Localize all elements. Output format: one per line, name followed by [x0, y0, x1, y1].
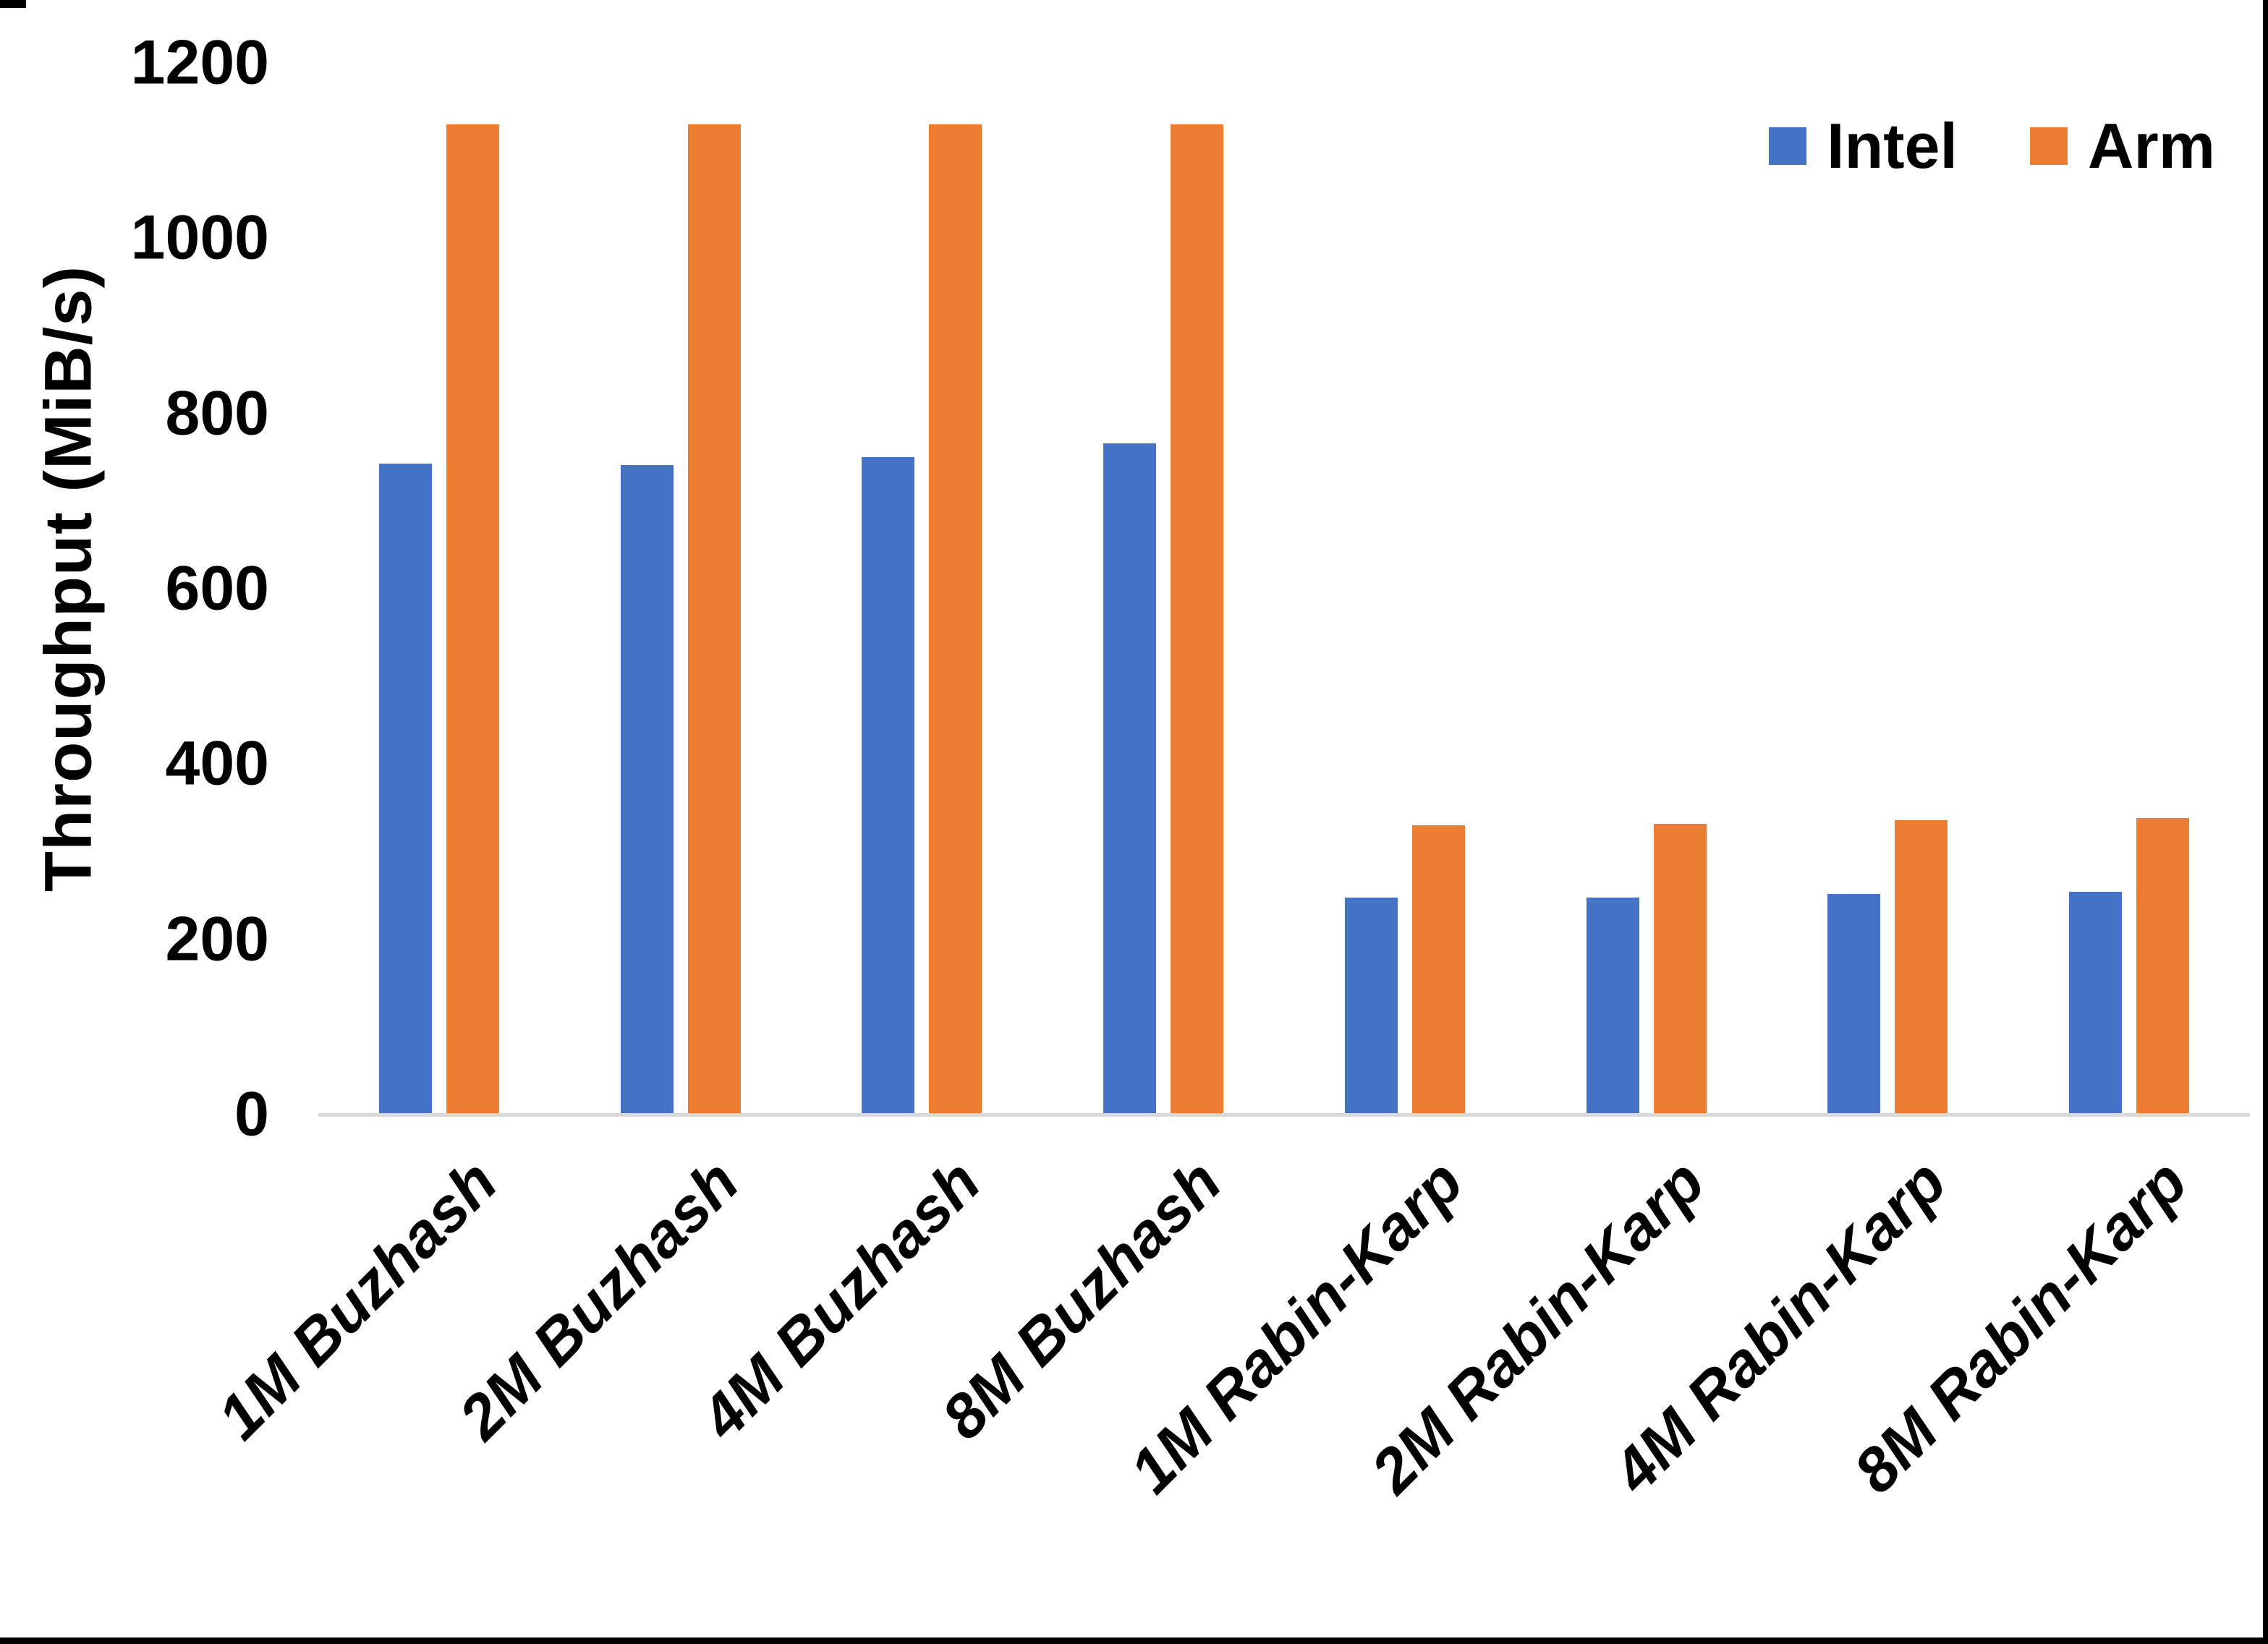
bar-intel — [862, 457, 915, 1115]
bar-arm — [2136, 818, 2190, 1115]
y-tick-label: 1200 — [130, 27, 269, 98]
bar-arm — [1411, 825, 1465, 1115]
bar-arm — [1895, 819, 1948, 1115]
bar-intel — [1827, 893, 1881, 1115]
bar-intel — [1103, 443, 1157, 1115]
y-axis-title: Throughput (MiB/s) — [31, 265, 106, 893]
y-tick-label: 800 — [165, 378, 270, 448]
legend-label-intel: Intel — [1827, 110, 1958, 182]
y-tick-label: 600 — [165, 553, 270, 623]
legend: Intel Arm — [1769, 114, 2215, 178]
bar-arm — [687, 124, 741, 1115]
arm-series-swatch — [2029, 127, 2068, 165]
bar-intel — [1586, 897, 1639, 1115]
legend-item-arm: Arm — [2029, 110, 2215, 182]
y-tick-label: 0 — [234, 1079, 269, 1149]
y-tick-label: 1000 — [130, 203, 269, 273]
legend-label-arm: Arm — [2087, 110, 2215, 182]
top-left-border-fragment — [0, 0, 26, 8]
bar-arm — [1653, 823, 1707, 1115]
x-axis-line — [318, 1113, 2250, 1117]
bar-intel — [1344, 897, 1398, 1115]
bar-arm — [1171, 124, 1224, 1115]
bar-arm — [929, 124, 982, 1115]
bar-intel — [378, 463, 432, 1115]
bar-arm — [446, 124, 499, 1115]
y-tick-label: 400 — [165, 728, 270, 798]
bottom-border — [0, 1637, 2268, 1644]
intel-series-swatch — [1769, 127, 1806, 165]
bar-intel — [620, 465, 674, 1115]
right-border — [2263, 0, 2268, 1644]
legend-item-intel: Intel — [1769, 114, 1958, 178]
bar-intel — [2069, 892, 2123, 1115]
y-tick-label: 200 — [165, 904, 270, 974]
